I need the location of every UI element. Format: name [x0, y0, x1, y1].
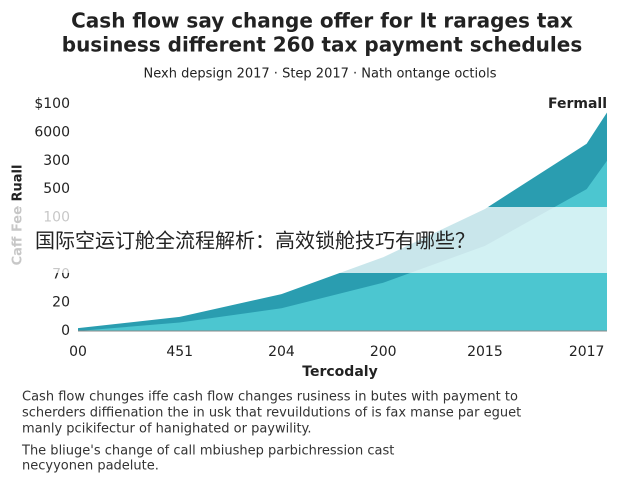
x-tick-label: 2017 [569, 344, 605, 360]
note: The bliuge's change of call mbiushep par… [21, 444, 394, 459]
x-tick-label: 451 [166, 344, 193, 360]
banner-bg [0, 207, 607, 273]
x-axis-label: Tercodaly [302, 364, 377, 380]
y-tick-label: 6000 [34, 124, 70, 140]
note: manly pcikifectur of hanighated or paywi… [22, 422, 312, 437]
note: necyyonen padelute. [22, 459, 159, 474]
y-tick-label: 300 [43, 153, 70, 169]
legend-label: Fermall [548, 96, 607, 112]
y-tick-label: $100 [34, 96, 70, 112]
y-tick-label: 0 [61, 323, 70, 339]
note: Cash flow chunges iffe cash flow changes… [22, 390, 518, 405]
y-tick-label: 500 [43, 181, 70, 197]
x-tick-label: 00 [69, 344, 87, 360]
x-tick-label: 204 [268, 344, 295, 360]
chart-title: Cash flow say change offer for It rarage… [71, 9, 573, 33]
x-tick-label: 200 [370, 344, 397, 360]
y-tick-label: 20 [52, 295, 70, 311]
chart-title: business different 260 tax payment sched… [62, 33, 583, 57]
area [78, 160, 607, 331]
banner-text: 国际空运订舱全流程解析：高效锁舱技巧有哪些？ [35, 229, 475, 253]
x-tick-label: 2015 [467, 344, 503, 360]
note: scherders diffienation the in usk that r… [22, 406, 521, 421]
subtitle: Nexh depsign 2017 · Step 2017 · Nath ont… [144, 67, 497, 82]
